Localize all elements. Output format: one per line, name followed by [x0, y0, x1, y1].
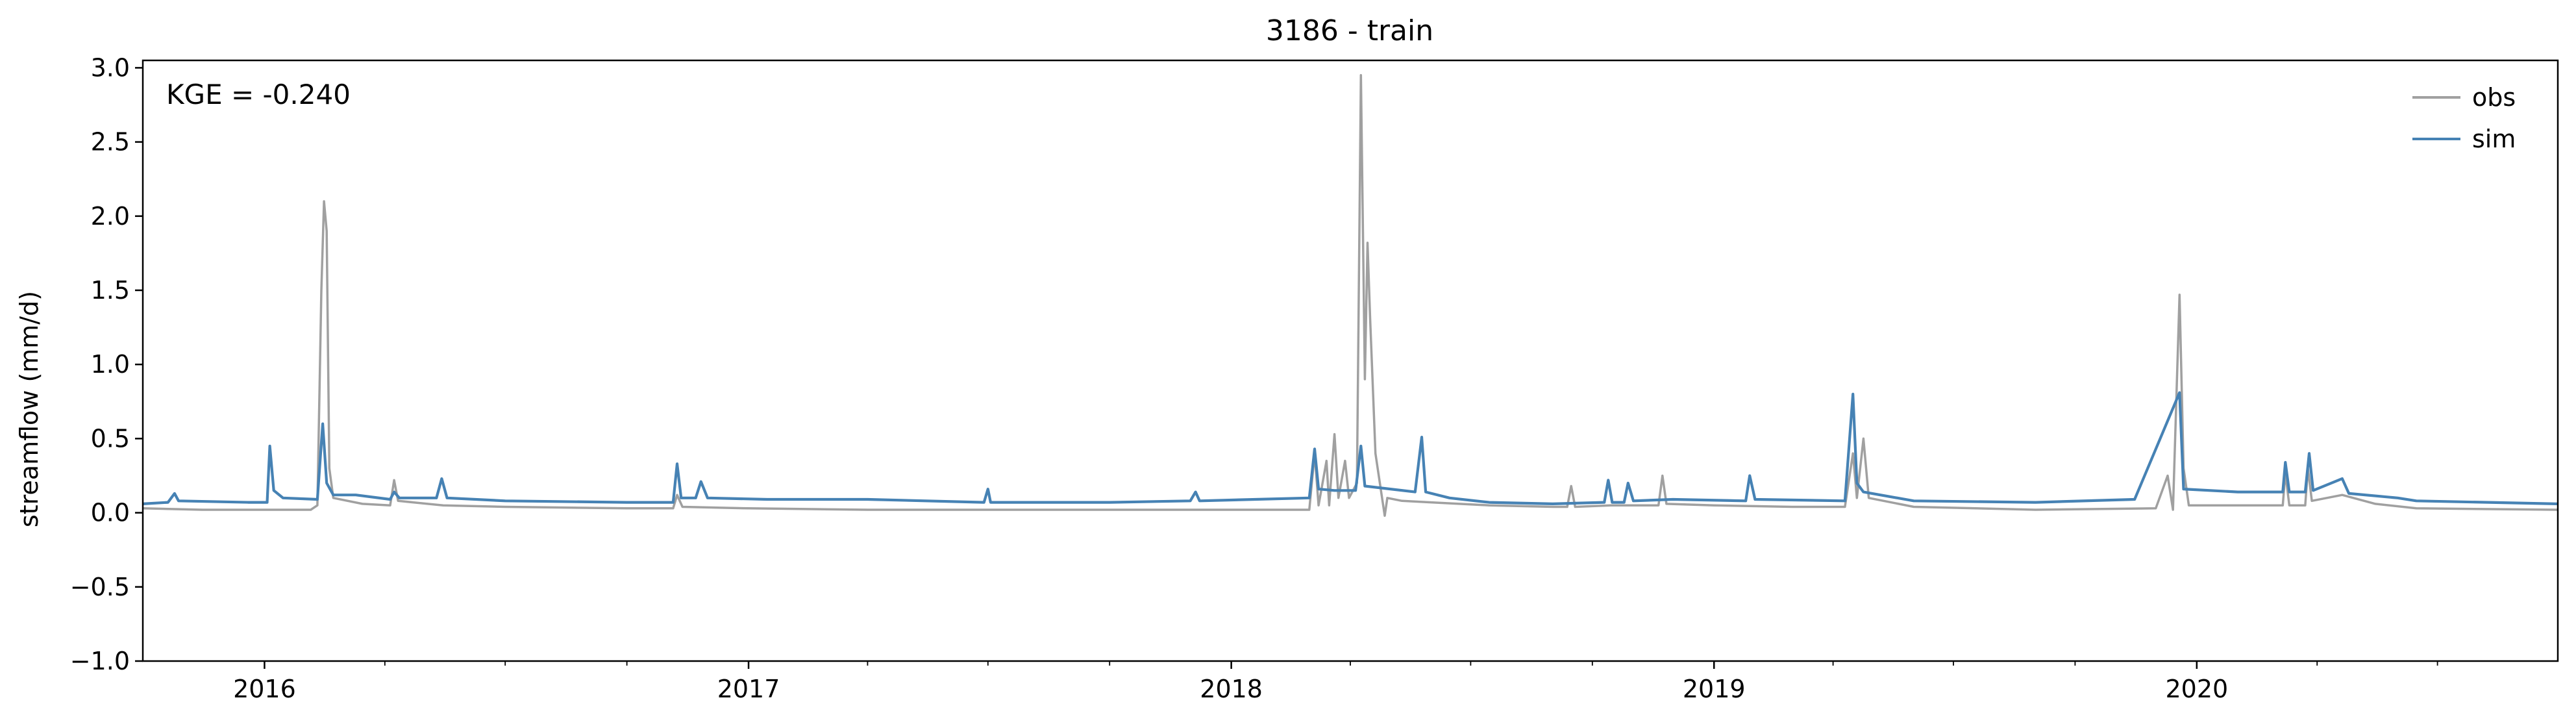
y-tick-label: −0.5	[70, 573, 130, 601]
chart-title: 3186 - train	[1266, 14, 1433, 47]
legend: obs sim	[2412, 83, 2516, 153]
y-tick-label: 0.0	[91, 499, 130, 527]
y-tick-label: 2.5	[91, 128, 130, 156]
y-axis-label: streamflow (mm/d)	[15, 291, 43, 527]
legend-label-obs: obs	[2472, 83, 2516, 112]
axes-layer: −1.0 −0.5 0.0 0.5 1.0 1.5 2.0 2.5 3.0 2016 2017 201…	[70, 53, 2559, 703]
y-tick-label: 0.5	[91, 424, 130, 453]
x-tick-label: 2016	[233, 675, 296, 703]
y-tick-label: 2.0	[91, 202, 130, 231]
y-tick-label: −1.0	[70, 647, 130, 675]
x-tick-label: 2020	[2165, 675, 2228, 703]
y-tick-label: 3.0	[91, 53, 130, 82]
y-tick-label: 1.5	[91, 276, 130, 305]
y-tick-label: 1.0	[91, 350, 130, 379]
x-tick-label: 2018	[1200, 675, 1263, 703]
kge-annotation: KGE = -0.240	[166, 79, 351, 110]
series-line-obs	[143, 74, 2558, 517]
series-line-sim	[143, 391, 2558, 506]
series-layer	[143, 74, 2558, 517]
legend-label-sim: sim	[2472, 125, 2516, 153]
x-tick-label: 2019	[1683, 675, 1746, 703]
x-tick-label: 2017	[717, 675, 780, 703]
